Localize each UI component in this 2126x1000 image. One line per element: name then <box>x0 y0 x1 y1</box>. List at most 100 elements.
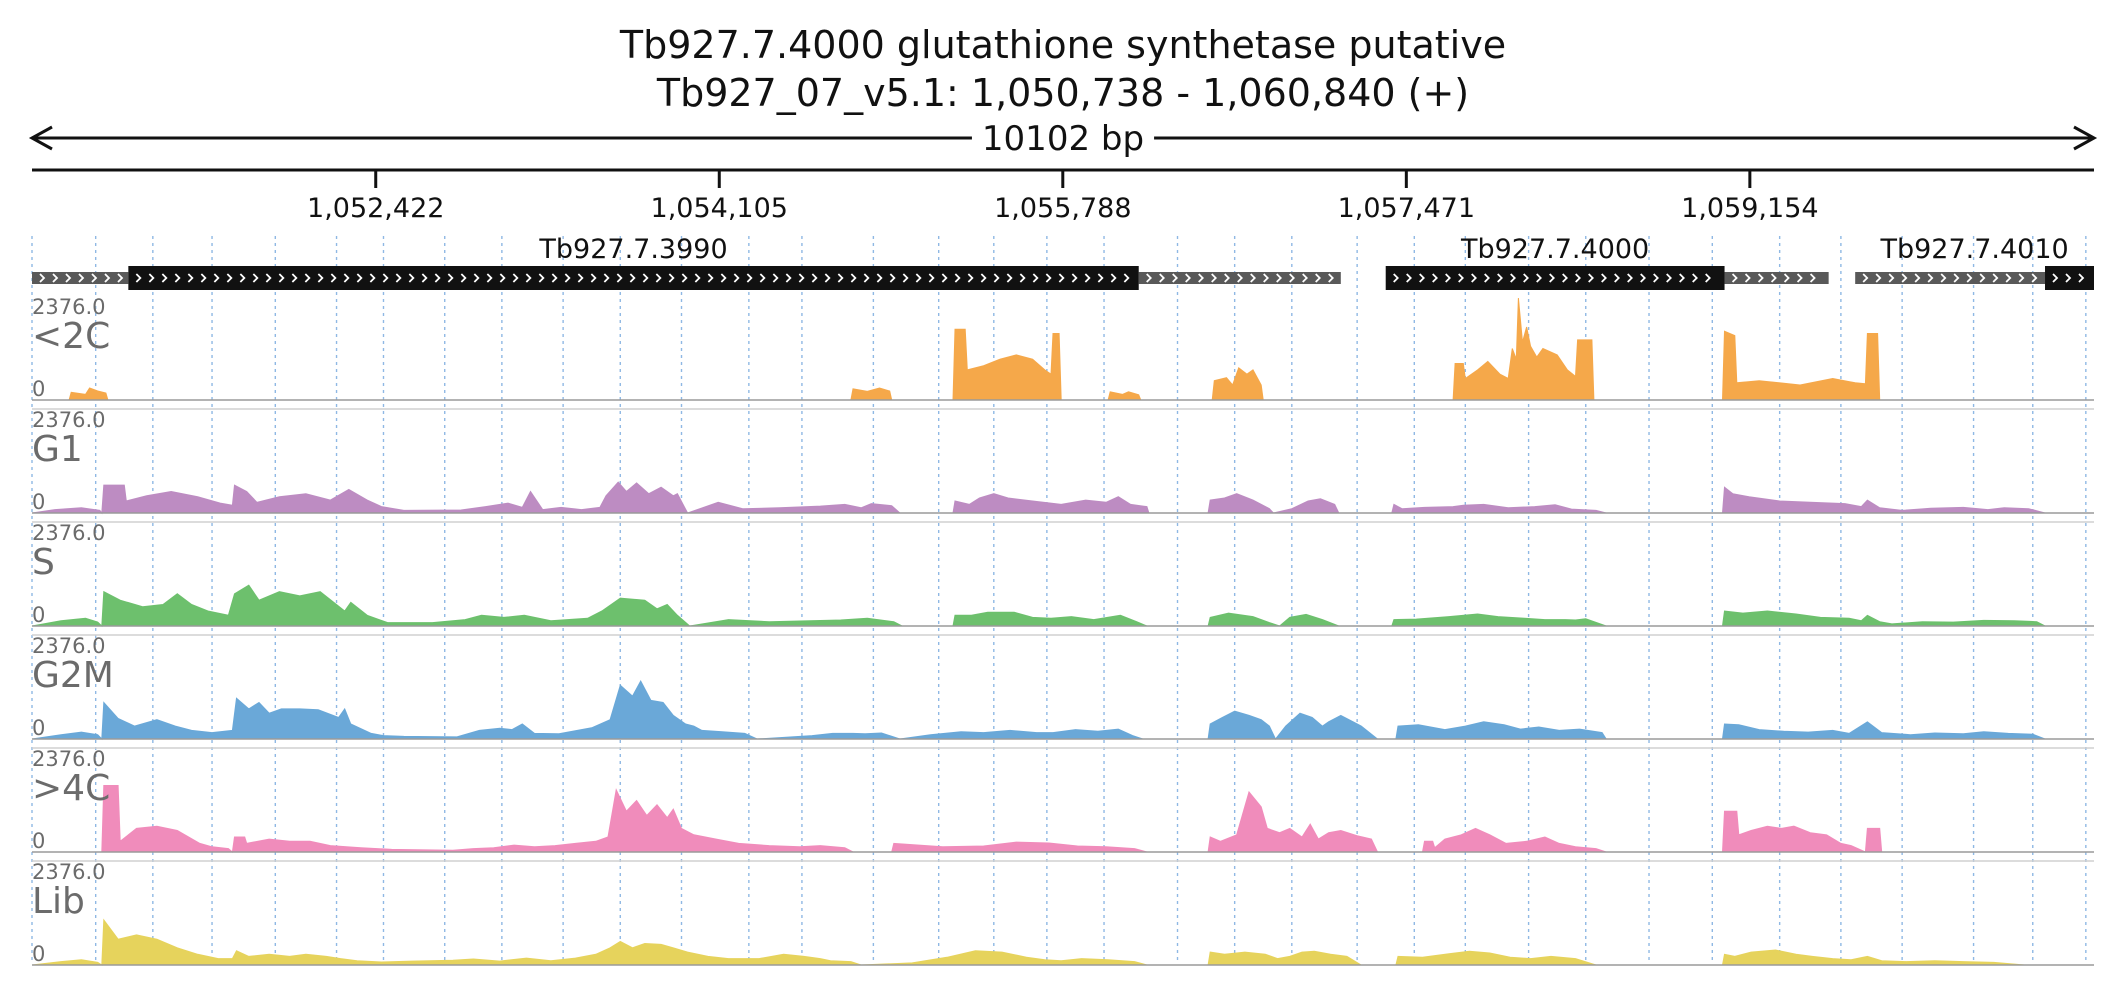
strand-chevron <box>941 273 948 283</box>
track-name-label: >4C <box>32 768 110 809</box>
strand-chevron <box>1198 273 1205 283</box>
strand-chevron <box>200 273 207 283</box>
strand-chevron <box>1549 273 1555 283</box>
strand-chevron <box>2031 273 2038 283</box>
ruler-tick-label: 1,059,154 <box>1681 193 1818 224</box>
track-zero-label: 0 <box>32 603 45 627</box>
strand-chevron <box>1471 273 1477 283</box>
strand-chevron <box>1328 273 1335 283</box>
strand-chevron <box>369 273 376 283</box>
coverage-area <box>31 584 2094 628</box>
strand-chevron <box>1263 273 1270 283</box>
gene-utr <box>1138 272 1341 284</box>
strand-chevron <box>1084 273 1091 283</box>
gene-Tb927.7.3990: Tb927.7.3990 <box>32 234 1341 290</box>
ruler-tick-label: 1,054,105 <box>651 193 788 224</box>
strand-chevron <box>486 273 493 283</box>
strand-chevron <box>720 273 727 283</box>
gene-Tb927.7.4000: Tb927.7.4000 <box>1385 234 1829 290</box>
strand-chevron <box>889 273 896 283</box>
track-max-label: 2376.0 <box>32 295 105 319</box>
strand-chevron <box>733 273 740 283</box>
track-name-label: S <box>32 542 55 583</box>
strand-chevron <box>1744 273 1751 283</box>
strand-chevron <box>148 273 155 283</box>
coverage-tracks: 2376.0<2C02376.0G102376.0S02376.0G2M0237… <box>31 295 2094 966</box>
strand-chevron <box>837 273 844 283</box>
strand-chevron <box>1497 273 1503 283</box>
gene-utr <box>1855 272 2046 284</box>
strand-chevron <box>1393 273 1399 283</box>
strand-chevron <box>104 273 111 283</box>
strand-chevron <box>226 273 233 283</box>
strand-chevron <box>213 273 220 283</box>
strand-chevron <box>902 273 909 283</box>
strand-chevron <box>1536 273 1542 283</box>
track-zero-label: 0 <box>32 716 45 740</box>
strand-chevron <box>1302 273 1309 283</box>
strand-chevron <box>1979 273 1986 283</box>
strand-chevron <box>824 273 831 283</box>
strand-chevron <box>408 273 415 283</box>
strand-chevron <box>174 273 181 283</box>
strand-chevron <box>603 273 610 283</box>
coverage-area <box>32 785 2094 853</box>
strand-chevron <box>1888 273 1895 283</box>
strand-chevron <box>1406 273 1412 283</box>
strand-chevron <box>252 273 259 283</box>
strand-chevron <box>1783 273 1790 283</box>
strand-chevron <box>291 273 298 283</box>
strand-chevron <box>967 273 974 283</box>
strand-chevron <box>1289 273 1296 283</box>
strand-chevron <box>629 273 636 283</box>
strand-chevron <box>785 273 792 283</box>
strand-chevron <box>1601 273 1607 283</box>
gene-label: Tb927.7.4000 <box>1460 234 1649 265</box>
strand-chevron <box>1575 273 1581 283</box>
strand-chevron <box>577 273 584 283</box>
strand-chevron <box>91 273 98 283</box>
strand-chevron <box>1224 273 1231 283</box>
strand-chevron <box>928 273 935 283</box>
strand-chevron <box>564 273 571 283</box>
strand-chevron <box>551 273 558 283</box>
strand-chevron <box>1032 273 1039 283</box>
gene-utr <box>32 272 129 284</box>
strand-chevron <box>78 273 85 283</box>
strand-chevron <box>317 273 324 283</box>
strand-chevron <box>993 273 1000 283</box>
strand-chevron <box>473 273 480 283</box>
strand-chevron <box>1045 273 1052 283</box>
strand-chevron <box>668 273 675 283</box>
strand-chevron <box>525 273 532 283</box>
strand-chevron <box>52 273 59 283</box>
gene-Tb927.7.4010: Tb927.7.4010 <box>1855 234 2094 290</box>
strand-chevron <box>746 273 753 283</box>
strand-chevron <box>65 273 72 283</box>
strand-chevron <box>1458 273 1464 283</box>
strand-chevron <box>1276 273 1283 283</box>
strand-chevron <box>811 273 818 283</box>
strand-chevron <box>382 273 389 283</box>
strand-chevron <box>1172 273 1179 283</box>
strand-chevron <box>759 273 766 283</box>
track-max-label: 2376.0 <box>32 521 105 545</box>
strand-chevron <box>1211 273 1218 283</box>
strand-chevron <box>499 273 506 283</box>
strand-chevron <box>1679 273 1685 283</box>
strand-chevron <box>1237 273 1244 283</box>
span-arrow <box>28 125 2098 151</box>
strand-chevron <box>1692 273 1698 283</box>
span-label: 10102 bp <box>982 119 1144 159</box>
strand-chevron <box>681 273 688 283</box>
strand-chevron <box>1627 273 1633 283</box>
strand-chevron <box>39 273 46 283</box>
coverage-area <box>31 481 2094 515</box>
gene-label: Tb927.7.3990 <box>538 234 727 265</box>
strand-chevron <box>1250 273 1257 283</box>
gene-track: Tb927.7.3990 Tb927.7.4000 Tb927.7.4010 <box>32 234 2094 290</box>
strand-chevron <box>1562 273 1568 283</box>
track-max-label: 2376.0 <box>32 747 105 771</box>
